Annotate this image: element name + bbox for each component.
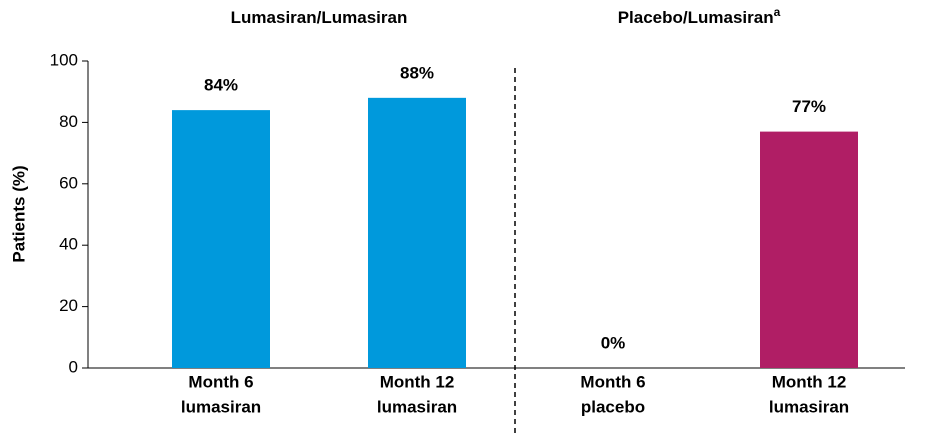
group-title-text: Placebo/Lumasiran [618,8,774,27]
value-label: 0% [601,333,626,352]
value-label: 88% [400,63,434,82]
x-tick-label: Month 6 [580,372,645,391]
x-tick-label: lumasiran [181,397,261,416]
y-tick-label: 100 [50,50,78,69]
group-title-text: Lumasiran/Lumasiran [231,8,408,27]
bar [760,131,858,368]
value-label: 77% [792,97,826,116]
group-title: Placebo/Lumasirana [618,5,781,27]
x-tick-label: Month 12 [772,372,847,391]
group-title-superscript: a [774,5,781,19]
value-label: 84% [204,76,238,95]
y-axis-label: Patients (%) [9,165,28,262]
y-tick-label: 80 [59,112,78,131]
y-tick-label: 0 [69,357,78,376]
x-tick-label: lumasiran [769,397,849,416]
x-tick-label: placebo [581,397,645,416]
x-tick-label: Month 12 [380,372,455,391]
x-tick-label: Month 6 [188,372,253,391]
x-tick-label: lumasiran [377,397,457,416]
y-tick-label: 20 [59,296,78,315]
bar [172,110,270,369]
y-tick-label: 40 [59,235,78,254]
y-tick-label: 60 [59,173,78,192]
group-title: Lumasiran/Lumasiran [231,8,408,27]
bar [368,97,466,368]
